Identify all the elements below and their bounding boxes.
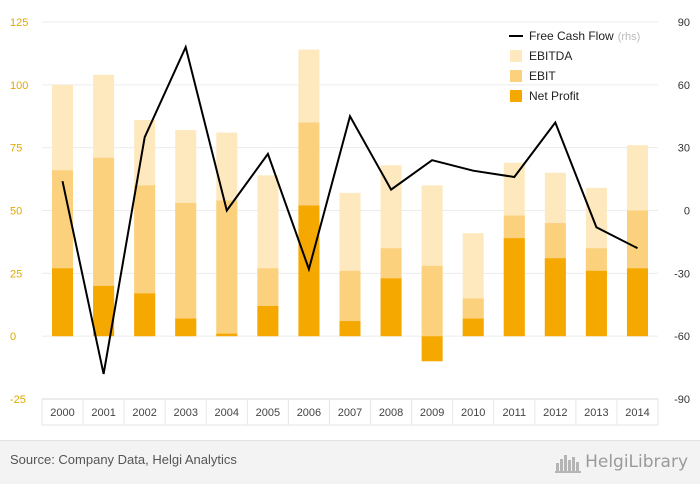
left-tick-label: 100 [10, 80, 28, 92]
right-axis-ticks: 90 60 30 0 -30 -60 -90 [674, 17, 690, 406]
logo-text: HelgiLibrary [585, 452, 688, 472]
left-tick-label: 75 [10, 143, 22, 155]
x-tick-label: 2002 [132, 407, 156, 419]
legend-label-ebit: EBIT [529, 69, 556, 83]
net-profit-bar [52, 268, 73, 336]
x-tick-label: 2005 [256, 407, 280, 419]
helgi-library-logo: HelgiLibrary [555, 449, 688, 475]
x-tick-label: 2010 [461, 407, 485, 419]
legend-rhs-note: (rhs) [618, 31, 641, 43]
ebit-bar [422, 266, 443, 336]
right-tick-label: 0 [684, 206, 690, 218]
x-tick-label: 2007 [338, 407, 362, 419]
source-note: Source: Company Data, Helgi Analytics [10, 452, 237, 467]
right-tick-label: -90 [674, 394, 690, 406]
net-profit-bar [340, 321, 361, 336]
net-profit-bar [175, 319, 196, 337]
legend: Free Cash Flow (rhs) EBITDA EBIT Net Profit [509, 29, 640, 103]
net-profit-bar [586, 271, 607, 336]
net-profit-bar [134, 293, 155, 336]
right-tick-label: -60 [674, 331, 690, 343]
city-skyline-icon [555, 451, 581, 473]
legend-swatch [510, 50, 522, 62]
net-profit-bar [463, 319, 484, 337]
x-axis: 2000 2001 2002 2003 2004 2005 2006 2007 2008 2009… [42, 399, 658, 425]
x-tick-label: 2012 [543, 407, 567, 419]
right-tick-label: 90 [678, 17, 690, 29]
x-tick-label: 2014 [625, 407, 649, 419]
net-profit-bar [545, 258, 566, 336]
x-tick-label: 2009 [420, 407, 444, 419]
x-tick-label: 2008 [379, 407, 403, 419]
net-profit-bar [216, 334, 237, 337]
legend-label-net-profit: Net Profit [529, 89, 580, 103]
left-axis-ticks: 125 100 75 50 25 0 -25 [10, 17, 28, 406]
legend-label-ebitda: EBITDA [529, 49, 572, 63]
ebit-bar [175, 203, 196, 336]
x-tick-label: 2004 [215, 407, 239, 419]
legend-swatch [510, 90, 522, 102]
x-tick-label: 2013 [584, 407, 608, 419]
net-profit-bar [504, 238, 525, 336]
legend-label-free-cash-flow: Free Cash Flow (rhs) [529, 29, 640, 43]
left-tick-label: 50 [10, 206, 22, 218]
right-tick-label: 60 [678, 80, 690, 92]
right-tick-label: -30 [674, 268, 690, 280]
ebit-bar [216, 200, 237, 336]
left-tick-label: 25 [10, 268, 22, 280]
net-profit-bar [422, 336, 443, 361]
net-profit-bar [381, 278, 402, 336]
left-tick-label: 125 [10, 17, 28, 29]
left-tick-label: 0 [10, 331, 16, 343]
x-tick-label: 2006 [297, 407, 321, 419]
footer-bar: Source: Company Data, Helgi Analytics He… [0, 440, 700, 484]
x-tick-label: 2003 [173, 407, 197, 419]
right-tick-label: 30 [678, 143, 690, 155]
x-tick-label: 2011 [502, 407, 526, 419]
left-tick-label: -25 [10, 394, 26, 406]
legend-swatch [510, 70, 522, 82]
x-tick-label: 2000 [50, 407, 74, 419]
net-profit-bar [627, 268, 648, 336]
legend-free-cash-flow-name: Free Cash Flow [529, 29, 614, 43]
net-profit-bar [257, 306, 278, 336]
x-tick-label: 2001 [91, 407, 115, 419]
